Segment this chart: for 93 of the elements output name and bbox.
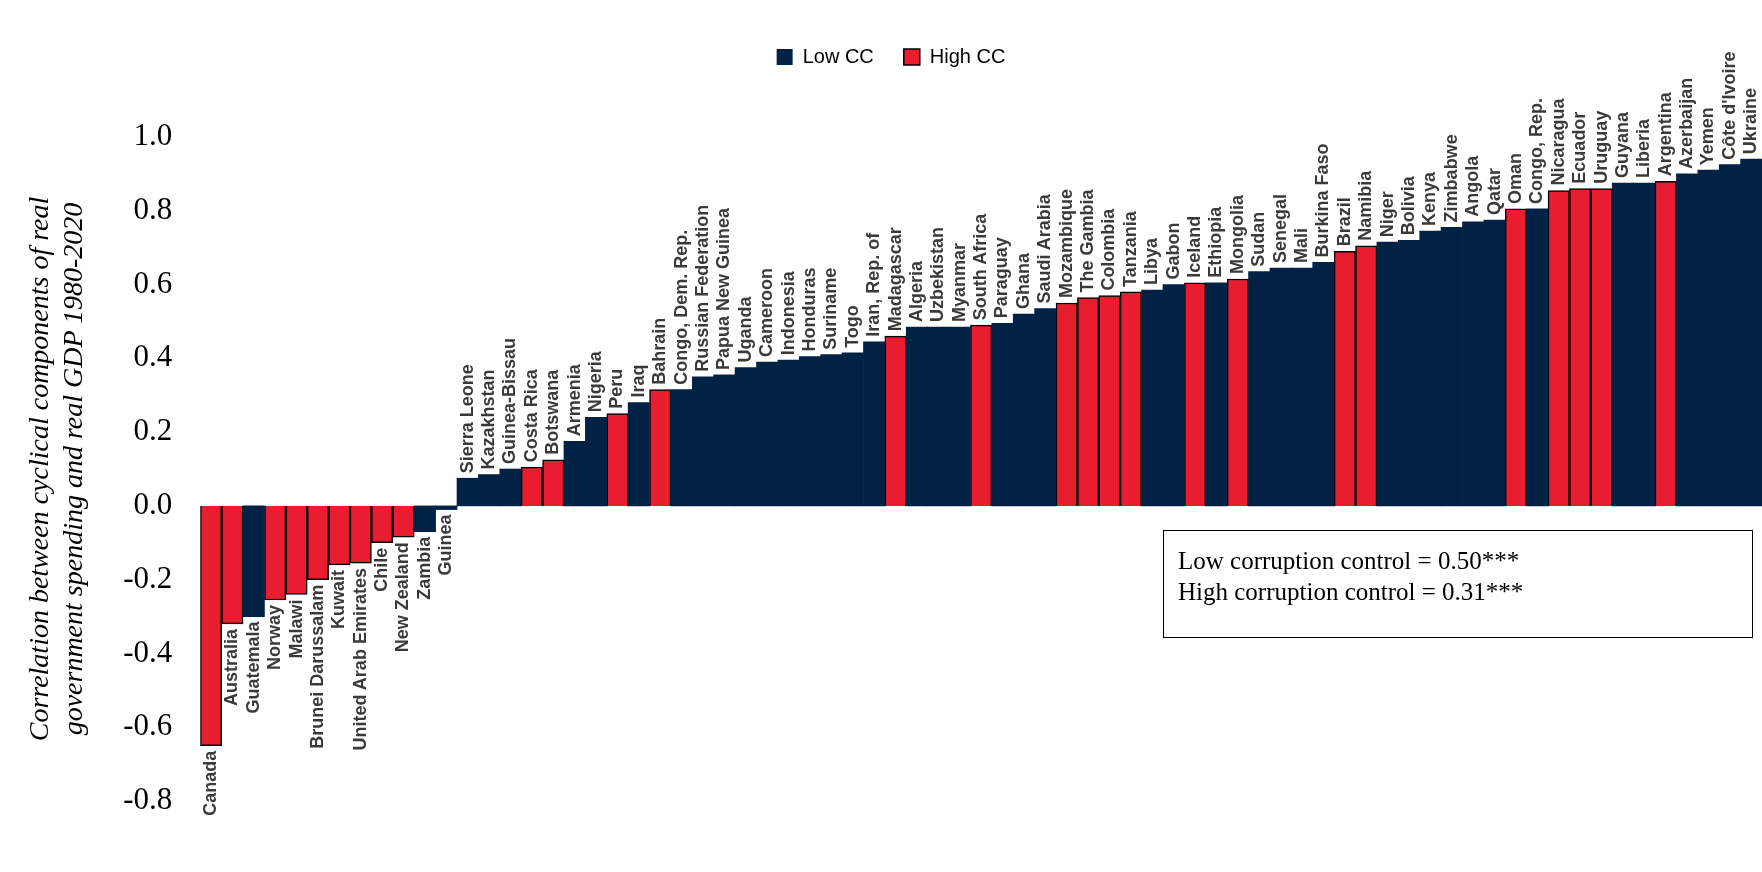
x-tick-label: Suriname	[820, 267, 841, 350]
x-tick-label: Zambia	[413, 535, 434, 600]
y-axis-title: Correlation between cyclical components of real government spending and real GDP 1980-2020	[23, 196, 88, 742]
y-tick-label: 0.0	[133, 486, 173, 522]
x-tick-label: Togo	[841, 305, 862, 348]
bar	[242, 505, 265, 617]
x-tick-label: Nicaragua	[1547, 97, 1568, 186]
legend-label: Low CC	[802, 44, 874, 67]
x-tick-label: Costa Rica	[520, 368, 541, 463]
x-tick-label: Bolivia	[1397, 175, 1418, 236]
x-tick-label: Yemen	[1697, 107, 1718, 166]
x-tick-label: Iceland	[1184, 215, 1205, 278]
x-tick-label: Iraq	[627, 364, 648, 398]
x-tick-label: Algeria	[905, 259, 926, 322]
x-tick-label: United Arab Emirates	[349, 568, 370, 751]
x-tick-label: Armenia	[563, 363, 584, 437]
x-tick-label: Gabon	[1162, 222, 1183, 280]
x-tick-label: Russian Federation	[691, 204, 712, 372]
x-tick-label: Sierra Leone	[456, 364, 477, 474]
x-tick-label: Liberia	[1633, 118, 1654, 179]
annotation: High corruption control = 0.31***	[1178, 577, 1525, 607]
x-tick-label: Ghana	[1012, 252, 1033, 310]
x-tick-label: Canada	[199, 749, 220, 816]
x-tick-label: Côte d'Ivoire	[1718, 51, 1739, 160]
x-tick-label: Mozambique	[1055, 188, 1076, 298]
y-tick-label: -0.8	[123, 781, 173, 817]
x-tick-label: Namibia	[1355, 169, 1376, 241]
x-tick-label: Oman	[1504, 152, 1525, 204]
bar	[627, 402, 650, 507]
x-tick-label: Paraguay	[991, 237, 1012, 319]
x-tick-label: Sudan	[1248, 211, 1269, 267]
x-tick-label: Mongolia	[1226, 194, 1247, 275]
x-tick-label: Kuwait	[328, 569, 349, 629]
x-tick-label: Indonesia	[777, 270, 798, 356]
x-tick-label: Colombia	[1098, 207, 1119, 291]
x-tick-label: Tanzania	[1119, 210, 1140, 287]
x-tick-label: Guinea-Bissau	[499, 337, 520, 464]
y-tick-label: 0.2	[133, 412, 173, 448]
x-tick-label: Peru	[606, 368, 627, 409]
x-tick-label: Guatemala	[242, 620, 263, 714]
x-tick-label: Azerbaijan	[1676, 77, 1697, 169]
y-tick-label: 0.8	[133, 190, 173, 226]
x-tick-label: Qatar	[1483, 167, 1504, 215]
x-tick-label: Senegal	[1269, 193, 1290, 263]
x-tick-label: Botswana	[542, 368, 563, 455]
x-tick-label: Kazakhstan	[478, 369, 499, 470]
x-tick-label: Nigeria	[585, 350, 606, 413]
x-tick-label: Australia	[221, 627, 242, 706]
x-tick-label: Brazil	[1333, 197, 1354, 247]
x-tick-label: Kenya	[1419, 171, 1440, 227]
y-tick-label: 0.4	[133, 338, 173, 374]
x-tick-label: Madagascar	[884, 227, 905, 332]
note-box: Low corruption control = 0.50*** High corruption control = 0.31***	[1163, 530, 1753, 638]
annotation: Low corruption control = 0.50***	[1178, 546, 1521, 576]
x-tick-label: Congo, Dem. Rep.	[670, 229, 691, 385]
x-tick-label: Mali	[1291, 227, 1312, 263]
x-tick-label: Zimbabwe	[1440, 134, 1461, 223]
x-tick-label: Guyana	[1611, 111, 1632, 179]
x-tick-label: Congo, Rep.	[1526, 97, 1547, 204]
x-tick-label: Iran, Rep. of	[863, 231, 884, 337]
legend-label: High CC	[929, 44, 1006, 67]
x-tick-label: Chile	[371, 547, 392, 592]
x-tick-label: Papua New Guinea	[713, 206, 734, 370]
x-tick-label: New Zealand	[392, 542, 413, 653]
x-tick-label: Angola	[1462, 154, 1483, 217]
y-tick-label: -0.2	[123, 559, 173, 595]
x-tick-label: Burkina Faso	[1312, 143, 1333, 258]
x-tick-label: Argentina	[1654, 91, 1675, 177]
x-tick-label: South Africa	[970, 212, 991, 321]
x-tick-label: Libya	[1141, 237, 1162, 286]
x-tick-label: The Gambia	[1077, 188, 1098, 293]
x-tick-label: Cameroon	[756, 268, 777, 358]
y-tick-label: 0.6	[133, 264, 173, 300]
y-tick-label: -0.4	[123, 633, 173, 669]
x-tick-label: Ecuador	[1569, 111, 1590, 184]
x-tick-label: Guinea	[435, 513, 456, 576]
x-tick-label: Bahrain	[649, 317, 670, 385]
bar	[1526, 208, 1549, 507]
y-tick-label: 1.0	[133, 117, 173, 153]
x-tick-label: Myanmar	[948, 242, 969, 322]
x-tick-label: Saudi Arabia	[1034, 193, 1055, 304]
x-tick-label: Honduras	[798, 267, 819, 352]
x-tick-label: Uruguay	[1590, 110, 1611, 184]
x-tick-label: Ethiopia	[1205, 205, 1226, 278]
x-tick-label: Norway	[264, 604, 285, 670]
bar	[1205, 282, 1228, 507]
x-tick-label: Uzbekistan	[927, 226, 948, 322]
x-tick-label: Brunei Darussalam	[306, 584, 327, 749]
y-tick-label: -0.6	[123, 707, 173, 743]
x-tick-label: Niger	[1376, 191, 1397, 238]
x-tick-label: Uganda	[734, 295, 755, 363]
x-tick-label: Malawi	[285, 599, 306, 659]
x-tick-label: Ukraine	[1740, 88, 1761, 155]
